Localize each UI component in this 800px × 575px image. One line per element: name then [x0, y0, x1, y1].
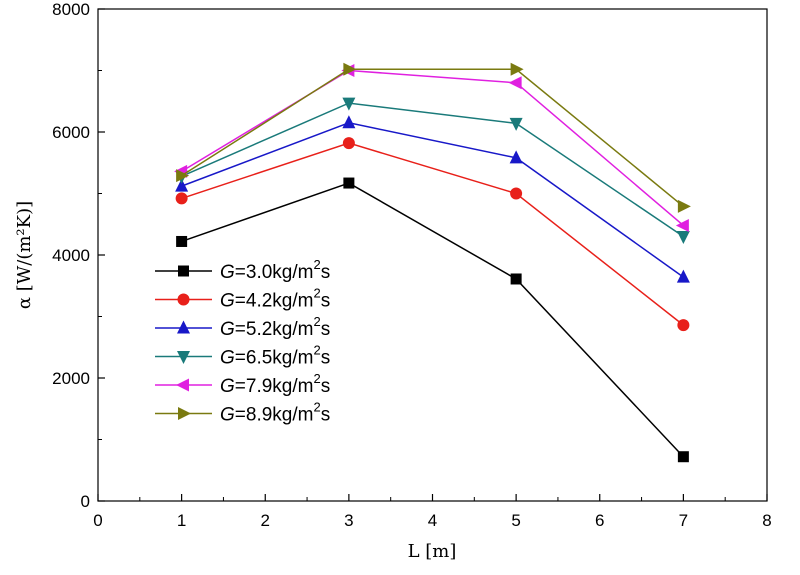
legend-label-variable: G [220, 262, 235, 283]
legend-marker [177, 351, 190, 364]
legend-label-superscript: 2 [313, 257, 320, 272]
legend-label-value: =6.5kg/m [235, 348, 314, 369]
x-tick-label: 7 [679, 511, 688, 530]
series-line [181, 68, 684, 207]
data-point [676, 231, 690, 245]
x-tick-label: 2 [261, 511, 270, 530]
legend-label: G=8.9kg/m2s [220, 400, 330, 426]
data-point [175, 178, 189, 192]
legend-entry: G=8.9kg/m2s [155, 400, 330, 426]
data-point [343, 62, 357, 76]
data-point [677, 319, 690, 332]
legend-marker [177, 320, 190, 334]
x-tick-label: 8 [762, 511, 771, 530]
legend-label-suffix: s [321, 348, 331, 369]
legend-label: G=7.9kg/m2s [220, 371, 330, 397]
legend-label: G=3.0kg/m2s [220, 257, 330, 283]
series-line [181, 182, 684, 458]
data-point [677, 199, 691, 213]
y-tick-label: 4000 [52, 246, 90, 265]
data-point [342, 137, 355, 150]
plot-frame [97, 8, 768, 502]
data-point [509, 117, 523, 131]
legend-label-suffix: s [321, 376, 331, 397]
data-point [343, 177, 355, 189]
series-line [181, 142, 684, 326]
legend-label: G=6.5kg/m2s [220, 343, 330, 369]
data-point [176, 169, 190, 183]
legend-label-superscript: 2 [313, 400, 320, 415]
data-point [342, 115, 356, 129]
legend-label-value: =8.9kg/m [235, 405, 314, 426]
legend-marker [176, 378, 189, 392]
legend-marker [177, 293, 190, 306]
x-tick-label: 3 [344, 511, 353, 530]
legend-marker [178, 407, 191, 420]
legend-label-value: =4.2kg/m [235, 291, 314, 312]
series-line [181, 69, 684, 227]
axis-ticks: 0 1 2 3 4 5 6 7 8 0 2000 4000 6000 8000 [52, 0, 772, 530]
legend-label-suffix: s [321, 405, 331, 426]
legend-entry: G=6.5kg/m2s [155, 343, 330, 369]
legend-label-value: =7.9kg/m [235, 376, 314, 397]
data-point [510, 273, 522, 285]
data-point [176, 235, 188, 247]
data-point [676, 269, 690, 283]
data-point [342, 97, 356, 111]
legend-label-variable: G [220, 348, 235, 369]
legend-label: G=4.2kg/m2s [220, 286, 330, 312]
series-layer [174, 62, 691, 463]
data-point [508, 76, 522, 90]
legend-label-superscript: 2 [313, 286, 320, 301]
series-1 [176, 177, 689, 463]
y-tick-label: 8000 [52, 0, 90, 19]
x-tick-label: 1 [177, 511, 186, 530]
x-tick-label: 6 [595, 511, 604, 530]
y-tick-label: 6000 [52, 123, 90, 142]
series-line [181, 121, 684, 278]
legend-label-value: =5.2kg/m [235, 319, 314, 340]
y-tick-label: 2000 [52, 369, 90, 388]
legend-entry: G=7.9kg/m2s [155, 371, 330, 397]
series-line [181, 102, 684, 238]
data-point [509, 150, 523, 164]
y-axis-title: α [W/(m²K)] [14, 201, 35, 309]
series-4 [175, 97, 690, 245]
data-point [175, 192, 188, 205]
legend-label-superscript: 2 [313, 371, 320, 386]
data-point [510, 187, 523, 200]
series-2 [175, 137, 690, 332]
x-tick-label: 4 [428, 511, 437, 530]
legend: G=3.0kg/m2sG=4.2kg/m2sG=5.2kg/m2sG=6.5kg… [155, 257, 330, 426]
data-point [677, 451, 689, 463]
x-tick-label: 0 [93, 511, 102, 530]
x-axis-title: L [m] [408, 541, 457, 562]
legend-label-suffix: s [321, 291, 331, 312]
data-point [675, 218, 689, 232]
legend-label: G=5.2kg/m2s [220, 314, 330, 340]
x-tick-label: 5 [511, 511, 520, 530]
legend-marker [178, 265, 189, 277]
legend-entry: G=5.2kg/m2s [155, 314, 330, 340]
legend-label-variable: G [220, 405, 235, 426]
legend-label-suffix: s [321, 319, 331, 340]
legend-label-suffix: s [321, 262, 331, 283]
data-point [510, 62, 524, 76]
legend-label-variable: G [220, 319, 235, 340]
legend-entry: G=4.2kg/m2s [155, 286, 330, 312]
legend-entry: G=3.0kg/m2s [155, 257, 330, 283]
legend-label-variable: G [220, 376, 235, 397]
legend-label-variable: G [220, 291, 235, 312]
legend-label-superscript: 2 [313, 314, 320, 329]
y-tick-label: 0 [81, 492, 90, 511]
series-3 [175, 115, 690, 283]
legend-label-superscript: 2 [313, 343, 320, 358]
series-6 [176, 62, 691, 213]
legend-label-value: =3.0kg/m [235, 262, 314, 283]
